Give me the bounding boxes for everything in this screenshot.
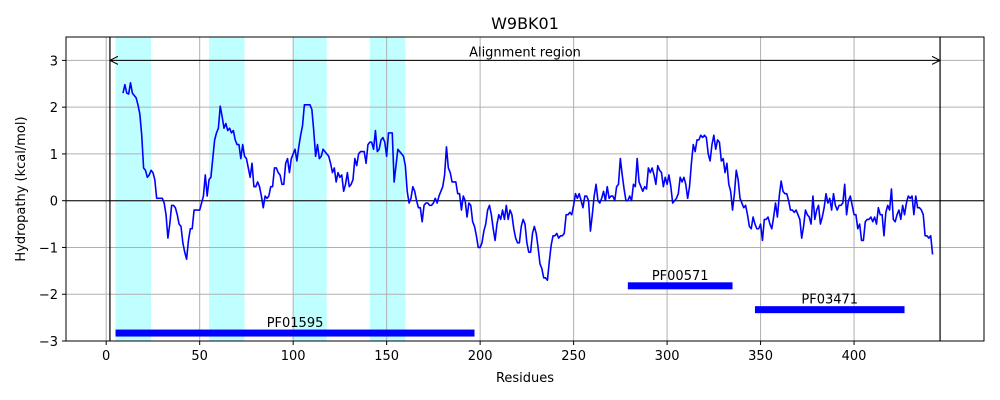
alignment-annotation: Alignment region bbox=[108, 45, 942, 65]
domain-bars: PF01595 PF00571 PF03471 bbox=[115, 269, 905, 337]
y-tick-label-1: 1 bbox=[50, 148, 58, 163]
domain-label-pf03471: PF03471 bbox=[801, 293, 858, 308]
domain-bar-pf01595 bbox=[115, 329, 475, 337]
alignment-label: Alignment region bbox=[469, 45, 581, 60]
y-tick-label--3: −3 bbox=[39, 335, 58, 350]
x-tick-label-300: 300 bbox=[655, 349, 680, 364]
highlight-region-3 bbox=[293, 37, 327, 341]
domain-bar-pf00571 bbox=[627, 282, 733, 290]
highlight-region-2 bbox=[209, 37, 245, 341]
x-tick-label-100: 100 bbox=[281, 349, 306, 364]
alignment-arrowhead-right bbox=[931, 55, 942, 65]
y-axis-label: Hydropathy (kcal/mol) bbox=[14, 116, 29, 261]
x-tick-label-0: 0 bbox=[102, 349, 110, 364]
domain-label-pf01595: PF01595 bbox=[267, 316, 324, 331]
domain-bar-pf03471 bbox=[754, 306, 905, 314]
y-tick-label-2: 2 bbox=[50, 101, 58, 116]
plot-frame bbox=[65, 36, 985, 342]
domain-label-pf00571: PF00571 bbox=[652, 269, 709, 284]
x-tick-label-50: 50 bbox=[191, 349, 208, 364]
x-tick-label-250: 250 bbox=[561, 349, 586, 364]
y-tick-label--1: −1 bbox=[39, 241, 58, 256]
series-group bbox=[122, 82, 934, 281]
x-axis-label: Residues bbox=[496, 371, 554, 386]
x-tick-label-400: 400 bbox=[842, 349, 867, 364]
y-tick-label-3: 3 bbox=[50, 54, 58, 69]
x-tick-label-350: 350 bbox=[748, 349, 773, 364]
reference-lines bbox=[66, 37, 984, 341]
y-tick-label-0: 0 bbox=[50, 195, 58, 210]
hydropathy-line-1 bbox=[122, 82, 934, 281]
highlight-region-4 bbox=[369, 37, 406, 341]
x-tick-label-150: 150 bbox=[374, 349, 399, 364]
y-tick-label--2: −2 bbox=[39, 288, 58, 303]
x-tick-label-200: 200 bbox=[468, 349, 493, 364]
highlight-regions bbox=[115, 37, 406, 341]
y-axis: −3 −2 −1 0 1 2 3 bbox=[39, 54, 66, 350]
highlight-region-1 bbox=[115, 37, 152, 341]
x-axis: 0 50 100 150 200 250 300 350 400 bbox=[102, 341, 866, 364]
alignment-arrowhead-left bbox=[108, 55, 119, 65]
chart-title: W9BK01 bbox=[491, 14, 559, 33]
